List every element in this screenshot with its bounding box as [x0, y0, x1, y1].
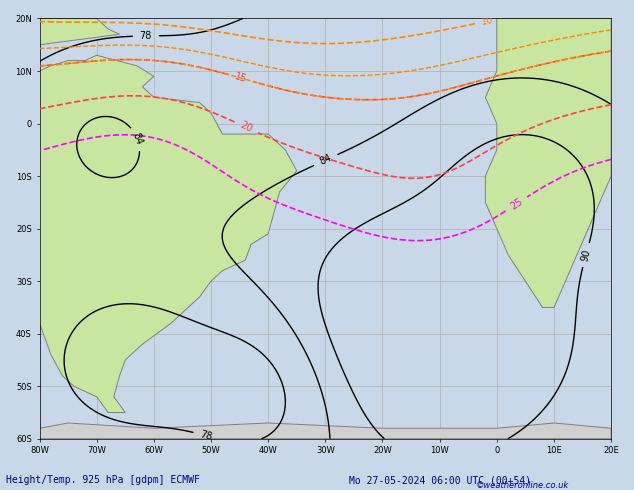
Text: 90: 90 — [579, 248, 592, 262]
Polygon shape — [39, 423, 611, 439]
Text: ©weatheronline.co.uk: ©weatheronline.co.uk — [476, 481, 569, 490]
Polygon shape — [39, 55, 297, 413]
Text: 78: 78 — [199, 429, 214, 442]
Text: 10: 10 — [481, 15, 495, 27]
Text: 84: 84 — [318, 153, 333, 167]
Text: Height/Temp. 925 hPa [gdpm] ECMWF: Height/Temp. 925 hPa [gdpm] ECMWF — [6, 475, 200, 485]
Text: Mo 27-05-2024 06:00 UTC (00+54): Mo 27-05-2024 06:00 UTC (00+54) — [349, 475, 531, 485]
Polygon shape — [39, 19, 120, 45]
Text: 25: 25 — [508, 196, 524, 212]
Polygon shape — [486, 19, 611, 307]
Text: 84: 84 — [131, 131, 144, 147]
Text: 15: 15 — [233, 72, 248, 85]
Text: 20: 20 — [238, 120, 254, 135]
Text: 78: 78 — [139, 31, 152, 41]
